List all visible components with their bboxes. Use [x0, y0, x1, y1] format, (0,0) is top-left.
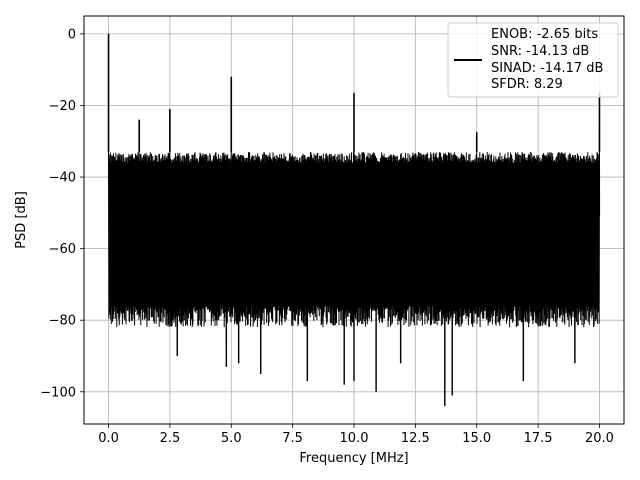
- legend-box: [447, 22, 619, 98]
- y-tick-label: −80: [49, 314, 76, 329]
- plot-area: [107, 33, 601, 407]
- legend-entry-enob: ENOB: -2.65 bits: [491, 27, 598, 42]
- y-tick-label: 0: [68, 27, 76, 42]
- x-tick-label: 10.0: [340, 431, 369, 446]
- y-axis-title: PSD [dB]: [14, 191, 29, 249]
- y-axis: 0 −20 −40 −60 −80 −100: [40, 27, 84, 400]
- x-axis-title: Frequency [MHz]: [299, 451, 408, 466]
- x-tick-label: 2.5: [160, 431, 181, 446]
- x-tick-label: 5.0: [221, 431, 242, 446]
- x-axis: 0.0 2.5 5.0 7.5 10.0 12.5 15.0 17.5 20.0: [98, 424, 614, 446]
- y-tick-label: −20: [49, 99, 76, 114]
- x-tick-label: 15.0: [462, 431, 491, 446]
- x-tick-label: 12.5: [401, 431, 430, 446]
- y-tick-label: −60: [49, 242, 76, 257]
- x-tick-label: 17.5: [524, 431, 553, 446]
- y-tick-label: −100: [40, 385, 76, 400]
- y-tick-label: −40: [49, 171, 76, 186]
- legend: ENOB: -2.65 bits SNR: -14.13 dB SINAD: -…: [447, 22, 619, 98]
- legend-entry-sfdr: SFDR: 8.29: [491, 77, 563, 92]
- legend-entry-snr: SNR: -14.13 dB: [491, 44, 589, 59]
- x-tick-label: 20.0: [585, 431, 614, 446]
- legend-entry-sinad: SINAD: -14.17 dB: [491, 61, 603, 76]
- psd-series-line: [108, 33, 601, 407]
- x-tick-label: 0.0: [98, 431, 119, 446]
- x-tick-label: 7.5: [282, 431, 303, 446]
